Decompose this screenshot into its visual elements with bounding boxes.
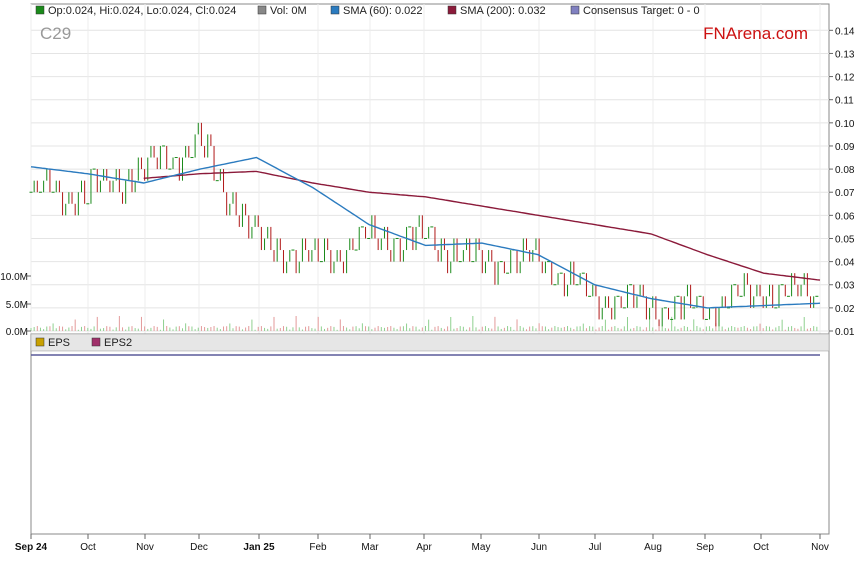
y-tick-label: 0.01 [835, 327, 855, 338]
x-tick-label: Mar [361, 542, 379, 553]
legend: Op:0.024, Hi:0.024, Lo:0.024, Cl:0.024 V… [35, 5, 700, 17]
x-tick-label: Apr [416, 542, 432, 553]
price-grid [30, 4, 829, 334]
vol-tick-label: 10.0M [0, 272, 28, 283]
eps2-swatch [91, 337, 101, 347]
eps-legend: EPS [48, 337, 70, 349]
consensus-legend: Consensus Target: 0 - 0 [583, 5, 700, 17]
y-tick-label: 0.03 [835, 281, 855, 292]
sma200-line [143, 170, 821, 281]
vol-legend: Vol: 0M [270, 5, 307, 17]
sma60-legend: SMA (60): 0.022 [343, 5, 423, 17]
y-tick-label: 0.02 [835, 304, 855, 315]
y-tick-label: 0.08 [835, 165, 855, 176]
time-axis: Sep 24 Oct Nov Dec Jan 25 Feb Mar Apr May Jun Jul A… [15, 534, 829, 553]
y-tick-label: 0.10 [835, 119, 855, 130]
volume-axis: 10.0M 5.0M 0.0M [0, 272, 31, 338]
brand-logo: FNArena.com [703, 24, 808, 43]
x-tick-label: May [472, 542, 491, 553]
x-tick-label: Jul [589, 542, 602, 553]
sma60-line [30, 156, 821, 309]
y-tick-label: 0.12 [835, 73, 855, 84]
x-tick-label: Oct [80, 542, 96, 553]
x-tick-label: Dec [190, 542, 208, 553]
x-tick-label: Nov [136, 542, 154, 553]
y-tick-label: 0.04 [835, 258, 855, 269]
y-tick-label: 0.13 [835, 49, 855, 60]
vol-tick-label: 0.0M [6, 327, 28, 338]
ohlc-legend: Op:0.024, Hi:0.024, Lo:0.024, Cl:0.024 [48, 5, 236, 17]
x-tick-label: Aug [644, 542, 662, 553]
sma60-swatch [330, 5, 340, 15]
ticker-label: C29 [40, 24, 71, 43]
sma200-legend: SMA (200): 0.032 [460, 5, 546, 17]
price-axis: 0.14 0.13 0.12 0.11 0.10 0.09 0.08 0.07 0.06 0.05… [829, 26, 855, 338]
x-tick-label: Jun [531, 542, 547, 553]
vol-swatch [257, 5, 267, 15]
y-tick-label: 0.06 [835, 211, 855, 222]
y-tick-label: 0.07 [835, 188, 855, 199]
eps-swatch [35, 337, 45, 347]
x-tick-label: Nov [811, 542, 829, 553]
x-tick-label: Sep 24 [15, 542, 48, 553]
consensus-swatch [570, 5, 580, 15]
eps-panel [30, 333, 830, 535]
y-tick-label: 0.09 [835, 142, 855, 153]
x-tick-label: Oct [753, 542, 769, 553]
eps-legend-bar [30, 333, 830, 352]
y-tick-label: 0.05 [835, 234, 855, 245]
sma200-swatch [447, 5, 457, 15]
vol-tick-label: 5.0M [6, 300, 28, 311]
eps2-legend: EPS2 [104, 337, 132, 349]
ohlc-swatch [35, 5, 45, 15]
x-tick-label: Jan 25 [243, 542, 275, 553]
x-tick-label: Sep [696, 542, 714, 553]
x-tick-label: Feb [309, 542, 327, 553]
y-tick-label: 0.11 [835, 96, 854, 107]
y-tick-label: 0.14 [835, 26, 855, 37]
